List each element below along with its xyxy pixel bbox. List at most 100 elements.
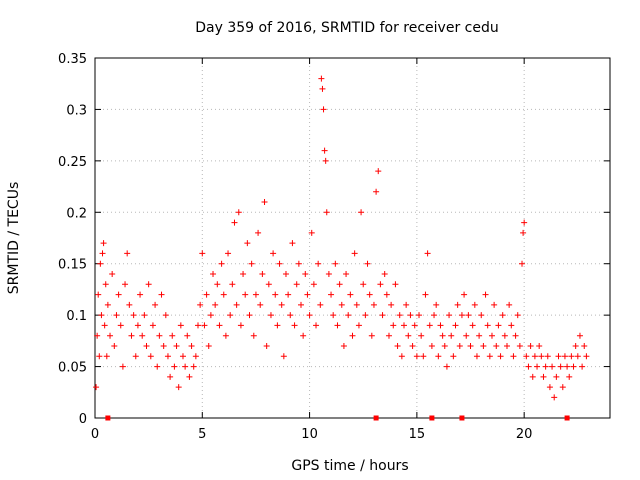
- data-point: [525, 363, 532, 370]
- data-point: [353, 301, 360, 308]
- data-point: [115, 291, 122, 298]
- data-point: [512, 332, 519, 339]
- data-point: [566, 373, 573, 380]
- data-point: [568, 353, 575, 360]
- data-point: [302, 271, 309, 277]
- data-point: [426, 322, 433, 329]
- data-point: [177, 322, 184, 329]
- data-point: [220, 291, 227, 298]
- data-point: [282, 271, 289, 277]
- data-point: [139, 332, 146, 339]
- x-tick-label: 5: [198, 427, 206, 442]
- data-point: [321, 147, 328, 154]
- data-point: [167, 373, 174, 380]
- data-point: [229, 281, 236, 288]
- data-point: [491, 301, 498, 308]
- data-point: [173, 343, 180, 349]
- data-point: [141, 312, 148, 319]
- data-point: [488, 332, 495, 339]
- chart-title: Day 359 of 2016, SRMTID for receiver ced…: [195, 20, 498, 36]
- data-point: [233, 301, 240, 308]
- data-point: [351, 250, 358, 257]
- data-point: [207, 312, 214, 319]
- data-point: [375, 168, 382, 175]
- data-point: [240, 271, 247, 277]
- data-point: [201, 322, 208, 329]
- data-point: [104, 301, 111, 308]
- data-point: [458, 312, 465, 319]
- data-point: [343, 271, 350, 277]
- data-point: [431, 312, 438, 319]
- data-point: [143, 343, 150, 349]
- data-point: [291, 322, 298, 329]
- data-point: [549, 363, 556, 370]
- data-point: [149, 322, 156, 329]
- data-point: [214, 281, 221, 288]
- y-tick-label: 0.2: [66, 206, 87, 221]
- data-point: [310, 281, 317, 288]
- data-point: [557, 363, 564, 370]
- data-point: [355, 322, 362, 329]
- data-point: [504, 343, 510, 349]
- data-point: [126, 301, 133, 308]
- data-point: [323, 209, 330, 216]
- data-point: [267, 312, 274, 319]
- data-point: [452, 322, 459, 329]
- data-point: [130, 312, 137, 319]
- data-point: [124, 250, 131, 257]
- y-tick-label: 0.3: [66, 103, 87, 118]
- y-tick-label: 0.1: [66, 309, 87, 324]
- data-point: [276, 260, 283, 267]
- y-tick-label: 0.15: [58, 258, 87, 273]
- data-point: [469, 322, 476, 329]
- data-point: [317, 301, 324, 308]
- data-point: [137, 291, 144, 298]
- data-point: [392, 281, 399, 288]
- data-point: [456, 343, 463, 349]
- data-point: [212, 301, 219, 308]
- data-point: [325, 271, 332, 277]
- data-point: [358, 209, 365, 216]
- data-point: [542, 363, 549, 370]
- data-point: [188, 343, 195, 349]
- data-point: [396, 312, 403, 319]
- data-point: [210, 271, 217, 277]
- data-point: [394, 343, 401, 349]
- data-point: [439, 332, 446, 339]
- data-point: [101, 322, 108, 329]
- data-point: [338, 301, 345, 308]
- data-point: [225, 250, 232, 257]
- data-point: [300, 332, 307, 339]
- data-point: [478, 312, 485, 319]
- data-point: [564, 363, 571, 370]
- data-point: [579, 363, 586, 370]
- data-point: [293, 281, 300, 288]
- data-point: [520, 229, 527, 236]
- data-point: [531, 353, 538, 360]
- data-point: [411, 322, 418, 329]
- data-point: [572, 343, 579, 349]
- x-tick-label: 15: [409, 427, 426, 442]
- data-point: [145, 281, 152, 288]
- data-point: [152, 301, 159, 308]
- data-point: [182, 363, 189, 370]
- data-point: [536, 343, 543, 349]
- data-point: [493, 343, 500, 349]
- data-point: [218, 260, 225, 267]
- data-point: [109, 271, 116, 277]
- data-point: [519, 260, 526, 267]
- data-point: [111, 343, 118, 349]
- data-point: [360, 281, 367, 288]
- data-point: [465, 312, 472, 319]
- y-axis-label: SRMTID / TECUs: [6, 182, 22, 295]
- data-point: [473, 353, 480, 360]
- data-point: [156, 332, 163, 339]
- data-point: [122, 281, 129, 288]
- data-point: [546, 384, 553, 391]
- data-point: [373, 188, 380, 195]
- x-axis-label: GPS time / hours: [291, 458, 408, 474]
- data-point: [216, 322, 223, 329]
- data-point: [199, 250, 206, 257]
- data-point: [192, 353, 199, 360]
